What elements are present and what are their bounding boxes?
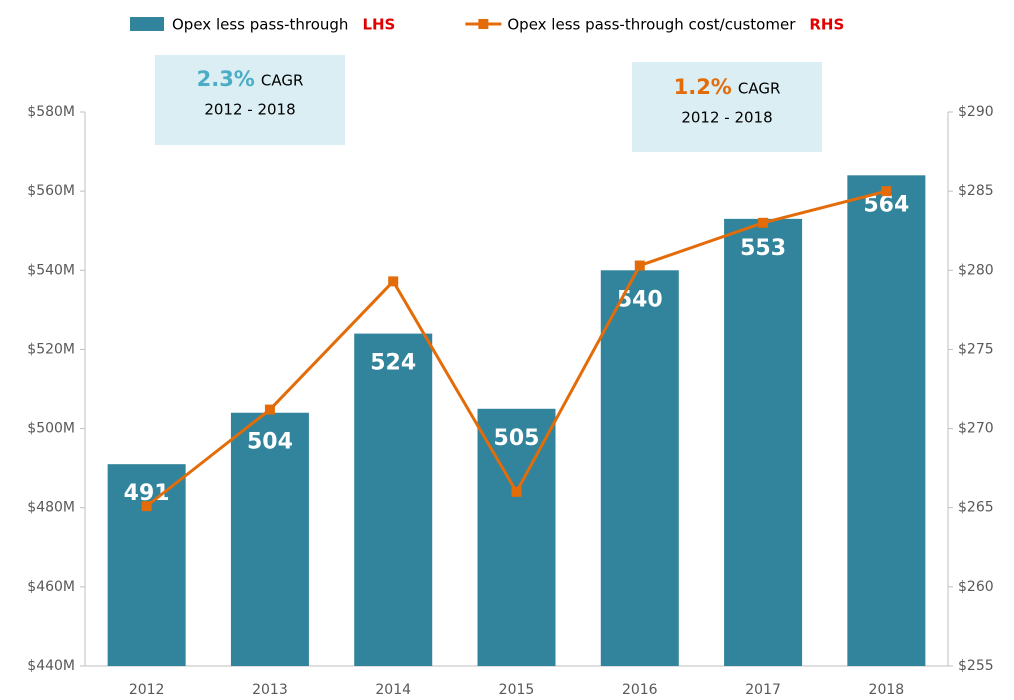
y-tick-label: $560M xyxy=(27,183,75,199)
bar xyxy=(724,218,803,667)
legend-swatch xyxy=(478,19,489,29)
legend-axis-tag: LHS xyxy=(362,16,395,34)
line-marker xyxy=(634,260,645,271)
bar xyxy=(230,412,309,666)
data-label: 553 xyxy=(740,236,786,261)
data-label: 505 xyxy=(494,426,540,451)
annotation-value: 1.2% xyxy=(674,75,732,99)
y2-tick-label: $290 xyxy=(958,104,994,120)
line-marker xyxy=(881,186,892,197)
legend-label: Opex less pass-through cost/customer xyxy=(507,16,796,34)
bar xyxy=(477,408,556,666)
y-tick-label: $460M xyxy=(27,579,75,595)
annotation-period: 2012 - 2018 xyxy=(204,101,295,119)
y2-tick-label: $255 xyxy=(958,658,994,674)
y-tick-label: $480M xyxy=(27,500,75,516)
line-marker xyxy=(511,486,522,497)
line-marker xyxy=(388,276,399,287)
x-tick-label: 2018 xyxy=(869,682,905,698)
annotation-box xyxy=(155,55,345,145)
legend-axis-tag: RHS xyxy=(809,16,844,34)
annotation-box xyxy=(632,62,822,152)
line-marker xyxy=(758,217,769,228)
annotation-period: 2012 - 2018 xyxy=(681,109,772,127)
bar xyxy=(600,270,679,666)
data-label: 524 xyxy=(370,351,416,376)
bar xyxy=(847,175,926,667)
x-tick-label: 2015 xyxy=(499,682,535,698)
x-tick-label: 2013 xyxy=(252,682,288,698)
x-tick-label: 2014 xyxy=(375,682,411,698)
data-label: 504 xyxy=(247,430,293,455)
line-marker xyxy=(141,501,152,512)
y-tick-label: $440M xyxy=(27,658,75,674)
x-tick-label: 2017 xyxy=(745,682,781,698)
data-label: 540 xyxy=(617,287,663,312)
legend-swatch xyxy=(130,17,164,31)
y2-tick-label: $285 xyxy=(958,183,994,199)
annotation-text: CAGR xyxy=(738,80,781,98)
y2-tick-label: $275 xyxy=(958,341,994,357)
y2-tick-label: $265 xyxy=(958,500,994,516)
y-tick-label: $580M xyxy=(27,104,75,120)
bar xyxy=(354,333,433,666)
x-tick-label: 2012 xyxy=(129,682,165,698)
annotation-text: CAGR xyxy=(261,72,304,90)
annotation-value: 2.3% xyxy=(197,67,255,91)
legend-label: Opex less pass-through xyxy=(172,16,348,34)
y-tick-label: $540M xyxy=(27,262,75,278)
x-tick-label: 2016 xyxy=(622,682,658,698)
y2-tick-label: $270 xyxy=(958,421,994,437)
bar xyxy=(107,464,186,666)
y-tick-label: $520M xyxy=(27,341,75,357)
y-tick-label: $500M xyxy=(27,421,75,437)
y2-tick-label: $260 xyxy=(958,579,994,595)
y2-tick-label: $280 xyxy=(958,262,994,278)
line-marker xyxy=(264,404,275,415)
